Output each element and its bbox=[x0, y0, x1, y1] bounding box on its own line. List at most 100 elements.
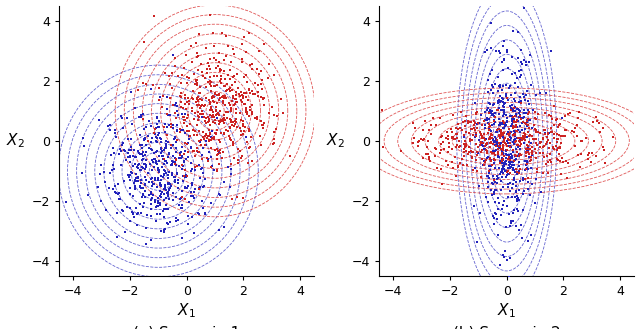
Point bbox=[477, 135, 487, 140]
Point bbox=[489, 113, 499, 118]
Point bbox=[123, 154, 133, 160]
Point bbox=[187, 59, 197, 64]
Point bbox=[228, 156, 239, 161]
Point bbox=[143, 134, 153, 139]
Point bbox=[479, 49, 490, 54]
Point bbox=[561, 159, 572, 164]
Point bbox=[442, 135, 452, 140]
Point bbox=[226, 138, 236, 143]
Point bbox=[523, 148, 533, 154]
Point bbox=[257, 78, 267, 83]
Point bbox=[500, 248, 510, 254]
Point bbox=[244, 91, 255, 96]
Point bbox=[488, 141, 498, 147]
Point bbox=[202, 67, 212, 72]
Point bbox=[430, 154, 440, 159]
Point bbox=[504, 155, 514, 160]
Point bbox=[156, 192, 166, 197]
Point bbox=[235, 111, 245, 116]
Point bbox=[472, 122, 482, 127]
Point bbox=[136, 180, 146, 185]
Point bbox=[524, 167, 534, 172]
Point bbox=[161, 142, 171, 147]
Point bbox=[511, 138, 522, 143]
Point bbox=[503, 137, 513, 142]
Point bbox=[520, 110, 531, 115]
Point bbox=[211, 66, 221, 71]
Point bbox=[209, 100, 219, 105]
Point bbox=[499, 120, 509, 125]
Point bbox=[494, 127, 504, 132]
Point bbox=[230, 119, 241, 125]
Point bbox=[163, 191, 173, 196]
Point bbox=[535, 150, 545, 156]
Point bbox=[138, 192, 148, 197]
Point bbox=[491, 148, 501, 153]
Point bbox=[155, 211, 165, 216]
Point bbox=[511, 188, 522, 193]
Point bbox=[493, 150, 504, 155]
Point bbox=[180, 156, 191, 161]
Point bbox=[479, 146, 490, 152]
Point bbox=[493, 89, 503, 94]
Point bbox=[131, 154, 141, 160]
Point bbox=[122, 204, 132, 210]
Point bbox=[497, 174, 508, 179]
Point bbox=[514, 163, 524, 168]
Point bbox=[271, 114, 282, 119]
Point bbox=[485, 136, 495, 141]
Point bbox=[189, 133, 200, 138]
Point bbox=[278, 110, 289, 115]
Point bbox=[512, 207, 522, 212]
Point bbox=[186, 190, 196, 195]
Point bbox=[165, 185, 175, 190]
Point bbox=[498, 103, 508, 108]
Point bbox=[423, 152, 433, 157]
Point bbox=[509, 124, 520, 130]
Point bbox=[163, 188, 173, 193]
Point bbox=[552, 125, 563, 130]
Point bbox=[514, 107, 524, 112]
Point bbox=[79, 144, 89, 149]
Point bbox=[220, 103, 230, 108]
Point bbox=[190, 128, 200, 134]
Point bbox=[542, 154, 552, 159]
Point bbox=[193, 149, 203, 154]
Point bbox=[200, 134, 210, 139]
Point bbox=[238, 118, 248, 123]
Point bbox=[138, 162, 148, 167]
Point bbox=[230, 118, 240, 124]
Point bbox=[548, 131, 559, 137]
Point bbox=[150, 197, 160, 202]
Point bbox=[447, 113, 458, 118]
Point bbox=[521, 153, 531, 158]
Point bbox=[172, 218, 182, 224]
Point bbox=[484, 128, 495, 133]
Point bbox=[511, 75, 522, 80]
Point bbox=[186, 44, 196, 49]
Point bbox=[218, 149, 228, 154]
Point bbox=[168, 190, 178, 195]
Point bbox=[519, 114, 529, 119]
Point bbox=[543, 131, 553, 137]
Point bbox=[567, 128, 577, 134]
Point bbox=[560, 128, 570, 133]
Point bbox=[168, 122, 178, 128]
Point bbox=[229, 123, 239, 128]
Point bbox=[116, 207, 127, 213]
Point bbox=[493, 143, 503, 149]
Point bbox=[217, 94, 227, 99]
Point bbox=[207, 114, 218, 120]
Point bbox=[177, 105, 188, 110]
Point bbox=[225, 124, 235, 130]
Point bbox=[506, 108, 516, 113]
Point bbox=[484, 169, 494, 174]
Point bbox=[512, 193, 522, 198]
Point bbox=[161, 190, 172, 195]
Point bbox=[257, 86, 267, 91]
Point bbox=[521, 146, 531, 152]
Point bbox=[132, 176, 143, 181]
Point bbox=[216, 155, 227, 160]
Point bbox=[175, 152, 186, 158]
Point bbox=[214, 92, 224, 97]
